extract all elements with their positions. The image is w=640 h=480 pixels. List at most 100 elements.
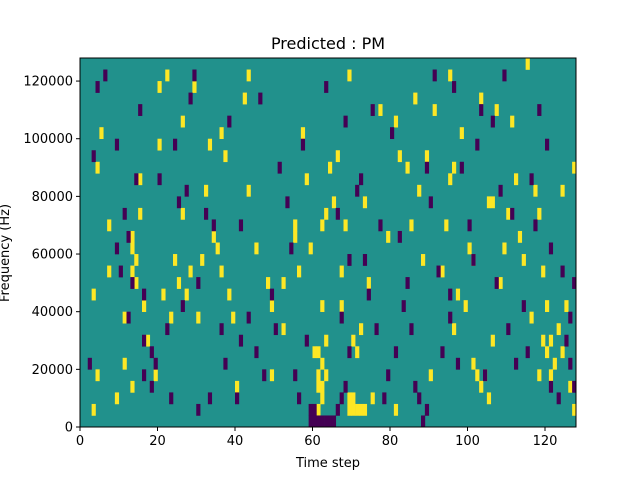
heatmap-cell-high <box>393 403 399 416</box>
heatmap-cell-high <box>541 265 546 278</box>
heatmap-cell-high <box>246 69 251 82</box>
heatmap-cell-high <box>556 323 561 336</box>
heatmap-cell-low <box>262 369 267 382</box>
heatmap-cell-high <box>409 219 414 232</box>
heatmap-cell-high <box>471 357 476 370</box>
heatmap-cell-low <box>235 392 240 405</box>
heatmap-cell-high <box>281 323 286 336</box>
heatmap-cell-high <box>452 323 457 336</box>
heatmap-cell-high <box>173 254 178 266</box>
heatmap-cell-high <box>359 323 364 336</box>
y-axis: 0 20000 40000 60000 80000 100000 120000 <box>23 75 80 436</box>
heatmap-cell-low <box>537 104 542 116</box>
heatmap-cell-low <box>95 81 100 93</box>
heatmap-cell-low <box>370 104 375 116</box>
heatmap-cell-high <box>448 173 453 186</box>
heatmap-cell-high <box>300 127 306 140</box>
heatmap-cell-low <box>188 92 193 105</box>
heatmap-cell-high <box>486 196 492 209</box>
y-tick-label: 60000 <box>32 248 73 263</box>
heatmap-cell-high <box>157 138 162 151</box>
heatmap-cell-low <box>324 415 329 428</box>
heatmap-cell-high <box>180 207 185 220</box>
heatmap-cell-high <box>560 346 565 359</box>
heatmap-cell-high <box>324 207 329 220</box>
heatmap-cell-low <box>180 300 185 312</box>
heatmap-cell-high <box>339 300 344 312</box>
heatmap-cell-high <box>269 300 275 312</box>
heatmap-cell-low <box>219 323 224 336</box>
heatmap-cell-low <box>157 173 162 186</box>
heatmap-cell-high <box>537 369 542 382</box>
heatmap-cell-high <box>316 369 321 382</box>
heatmap-cell-low <box>556 392 561 405</box>
heatmap-cell-low <box>246 311 251 324</box>
heatmap-cell-high <box>122 357 127 370</box>
heatmap-cell-high <box>517 230 523 243</box>
heatmap-cell-high <box>393 115 399 128</box>
heatmap-cell-low <box>393 346 399 359</box>
heatmap-cell-high <box>355 403 360 416</box>
heatmap-cell-low <box>269 288 275 301</box>
heatmap-cell-high <box>304 173 309 186</box>
heatmap-cell-high <box>200 254 205 266</box>
heatmap-cell-high <box>107 219 112 232</box>
heatmap-cell-low <box>335 403 340 416</box>
heatmap-cell-low <box>277 161 282 174</box>
heatmap-cell-low <box>304 334 309 347</box>
heatmap-cell-low <box>339 311 344 324</box>
heatmap-cell-low <box>331 415 337 428</box>
heatmap-cell-high <box>196 311 201 324</box>
x-tick-label: 0 <box>76 434 84 449</box>
heatmap-cell-low <box>149 346 154 359</box>
heatmap-cell-high <box>153 369 158 382</box>
heatmap-cell-high <box>335 150 340 163</box>
heatmap-cell-low <box>312 415 317 428</box>
heatmap-cell-low <box>568 357 573 370</box>
heatmap-cell-high <box>324 334 329 347</box>
heatmap-cell-low <box>87 357 92 370</box>
heatmap-cell-high <box>312 346 317 359</box>
heatmap-cell-high <box>486 392 492 405</box>
heatmap-cell-high <box>378 104 383 116</box>
heatmap-cell-low <box>103 69 108 82</box>
heatmap-cell-high <box>424 150 430 163</box>
heatmap-cell-low <box>475 138 480 151</box>
heatmap-cell-high <box>91 288 96 301</box>
heatmap-cell-high <box>479 92 484 105</box>
heatmap-cell-high <box>215 242 220 255</box>
heatmap-cell-low <box>238 219 244 232</box>
heatmap-cell-high <box>211 230 216 243</box>
heatmap-cell-high <box>130 265 135 278</box>
heatmap-cell-high <box>130 380 135 393</box>
heatmap-cell-low <box>374 323 379 336</box>
heatmap-cell-low <box>196 403 201 416</box>
heatmap-cell-high <box>134 254 139 266</box>
heatmap-cell-low <box>204 207 209 220</box>
heatmap-cell-high <box>506 207 511 220</box>
heatmap-cell-high <box>572 403 577 416</box>
heatmap-cell-high <box>169 311 174 324</box>
heatmap-cell-low <box>432 69 437 82</box>
y-tick-label: 80000 <box>32 190 73 205</box>
heatmap-cell-high <box>552 357 557 370</box>
heatmap-cell-high <box>157 81 162 93</box>
heatmap-cell-high <box>316 346 321 359</box>
heatmap-cell-low <box>448 288 453 301</box>
heatmap-cell-low <box>273 323 278 336</box>
heatmap-cell-low <box>490 115 495 128</box>
heatmap-cell-high <box>444 219 449 232</box>
heatmap-cell-high <box>533 184 538 197</box>
heatmap-cell-high <box>242 92 247 105</box>
heatmap-cell-high <box>293 230 298 243</box>
heatmap-cell-low <box>355 184 360 197</box>
heatmap-cell-high <box>564 300 569 312</box>
heatmap-cell-high <box>130 230 135 243</box>
heatmap-cell-high <box>405 161 410 174</box>
heatmap-cell-high <box>351 392 356 405</box>
heatmap-cell-high <box>498 277 503 289</box>
heatmap-cell-high <box>316 403 321 416</box>
heatmap-cell-high <box>525 58 530 70</box>
x-axis-label: Time step <box>295 456 360 471</box>
